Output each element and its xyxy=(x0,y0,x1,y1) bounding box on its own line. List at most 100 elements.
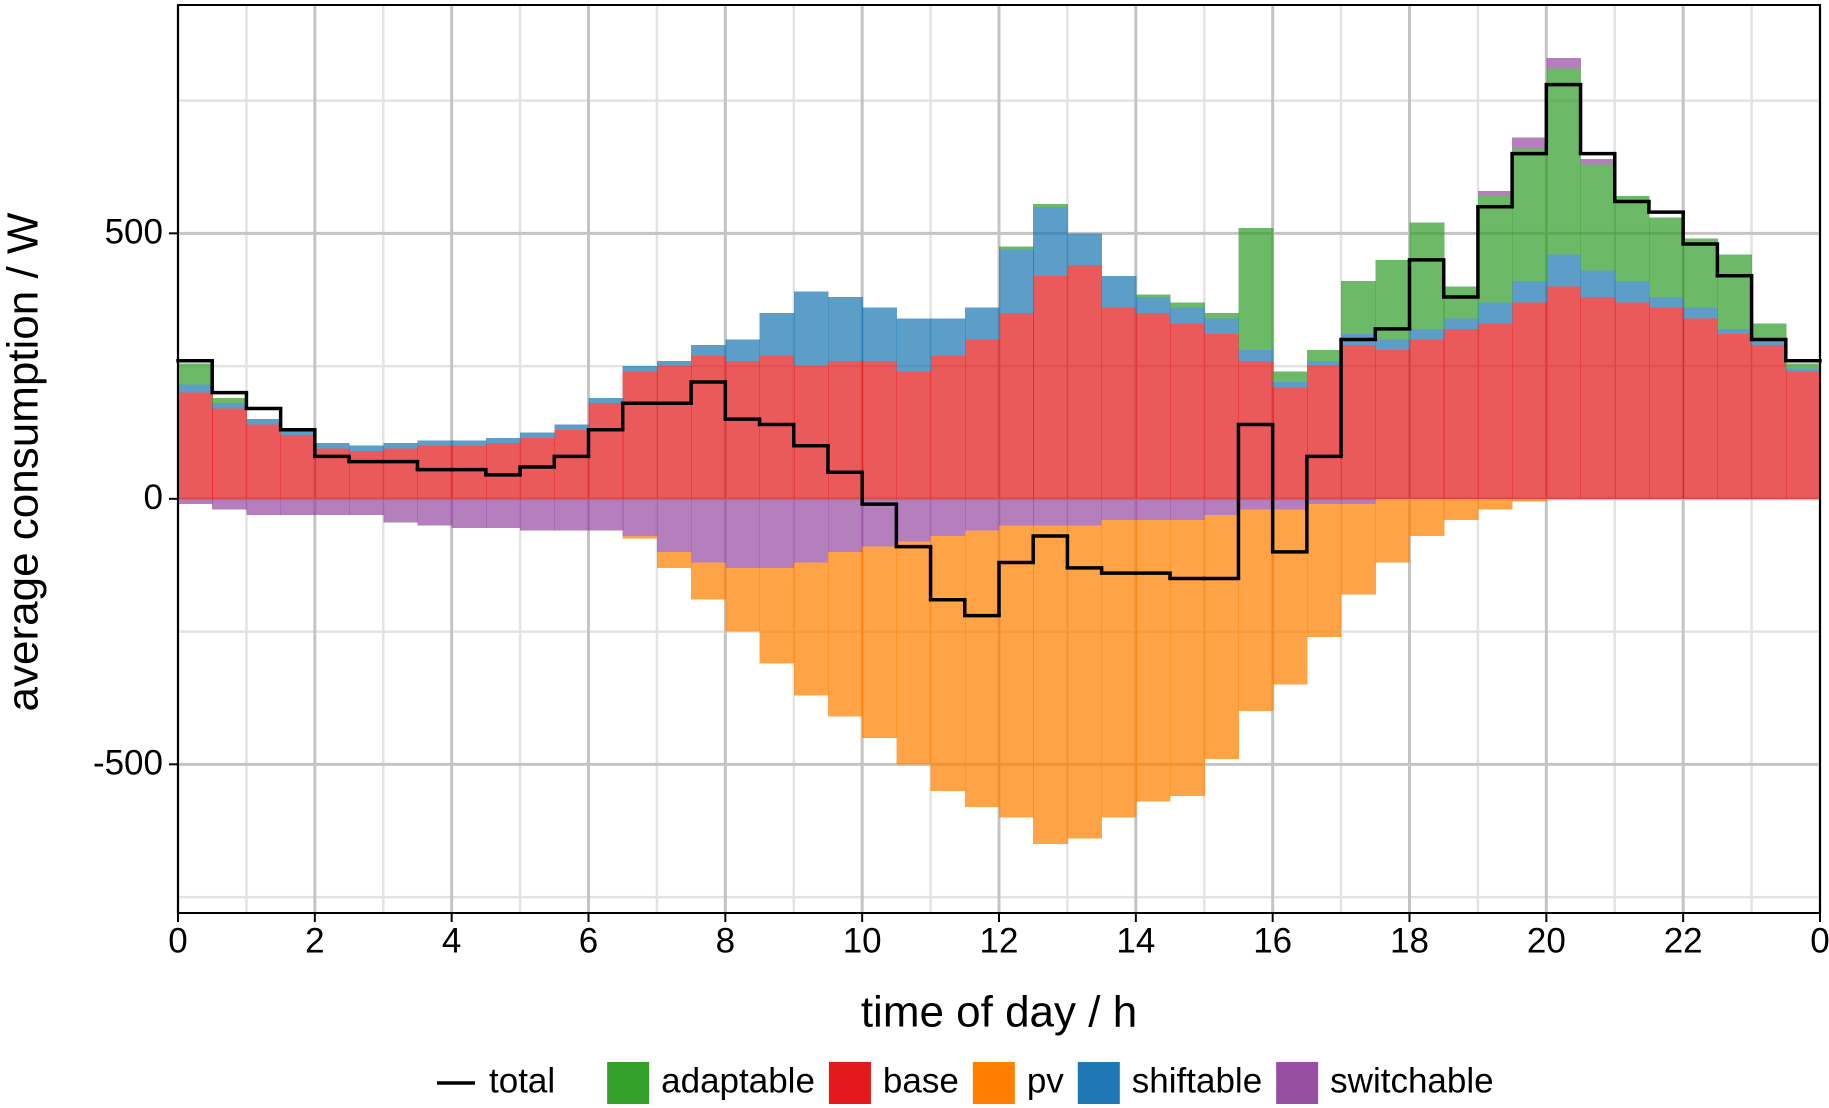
area-step xyxy=(485,498,521,529)
area-step xyxy=(1409,339,1445,499)
area-step xyxy=(1033,275,1069,499)
area-step xyxy=(349,451,384,499)
area-step xyxy=(1341,344,1376,499)
area-step xyxy=(622,371,658,499)
area-step xyxy=(1238,509,1274,712)
area-step xyxy=(759,312,795,356)
area-step xyxy=(1546,68,1582,255)
area-step xyxy=(1170,307,1205,324)
area-step xyxy=(1785,368,1821,372)
area-step xyxy=(1375,498,1411,563)
area-step xyxy=(212,408,248,499)
legend-label: switchable xyxy=(1330,1061,1493,1100)
area-step xyxy=(1546,58,1582,69)
x-axis-title: time of day / h xyxy=(861,988,1137,1037)
data-layer xyxy=(176,58,1822,844)
area-step xyxy=(1477,190,1513,197)
area-step xyxy=(759,355,795,499)
area-step xyxy=(1067,233,1103,266)
area-step xyxy=(691,344,726,356)
area-step xyxy=(930,318,966,356)
area-step xyxy=(691,562,726,600)
area-step xyxy=(1546,286,1582,499)
area-step xyxy=(1204,334,1240,499)
area-step xyxy=(793,366,829,499)
area-step xyxy=(1306,366,1342,499)
x-tick-label: 4 xyxy=(442,921,461,960)
legend-swatch xyxy=(1077,1062,1120,1104)
area-step xyxy=(1580,164,1616,271)
x-tick-label: 16 xyxy=(1253,921,1292,960)
legend: total adaptable base pv shiftable switchable xyxy=(437,1061,1494,1104)
area-step xyxy=(1717,254,1753,329)
area-step xyxy=(725,498,761,568)
area-step xyxy=(1683,238,1718,308)
area-step xyxy=(1101,307,1137,499)
area-step xyxy=(862,546,897,738)
area-step xyxy=(1648,217,1684,298)
area-step xyxy=(1272,382,1308,388)
legend-swatch xyxy=(607,1062,650,1104)
area-step xyxy=(896,498,932,542)
area-step xyxy=(930,498,966,536)
area-step xyxy=(1306,360,1342,367)
area-step xyxy=(1306,350,1342,361)
axes: 0 2 4 6 8 10 12 14 16 18 20 22 0 -500 0 500 xyxy=(93,4,1829,960)
x-tick-label: 12 xyxy=(980,921,1019,960)
area-step xyxy=(280,498,316,515)
area-step xyxy=(1409,328,1445,340)
area-step xyxy=(622,366,658,372)
area-step xyxy=(1204,318,1240,335)
area-step xyxy=(1512,137,1547,149)
area-step xyxy=(896,318,932,372)
area-step xyxy=(896,371,932,499)
area-step xyxy=(1785,363,1821,369)
area-step xyxy=(1717,334,1753,499)
area-step xyxy=(1614,302,1650,499)
x-tick-label: 0 xyxy=(1810,921,1829,960)
area-step xyxy=(1272,387,1308,499)
area-step xyxy=(1204,498,1240,515)
area-step xyxy=(1512,498,1547,502)
area-step xyxy=(1067,498,1103,526)
area-step xyxy=(1580,270,1616,298)
area-step xyxy=(349,445,384,452)
area-step xyxy=(588,403,624,499)
area-step xyxy=(1238,498,1274,510)
area-step xyxy=(1477,302,1513,324)
area-step xyxy=(1170,498,1205,521)
area-step xyxy=(1443,498,1479,521)
area-step xyxy=(964,307,1000,340)
area-step xyxy=(1135,294,1171,298)
area-step xyxy=(383,448,419,499)
area-step xyxy=(1683,307,1718,319)
area-step xyxy=(246,498,282,515)
area-step xyxy=(349,498,384,515)
area-step xyxy=(1477,323,1513,499)
area-step xyxy=(178,363,213,385)
area-step xyxy=(691,355,726,499)
x-tick-label: 6 xyxy=(579,921,598,960)
area-step xyxy=(1033,204,1069,207)
area-step xyxy=(1375,350,1411,499)
area-step xyxy=(930,355,966,499)
area-step xyxy=(1477,196,1513,303)
area-step xyxy=(999,249,1034,313)
area-step xyxy=(1067,265,1103,499)
area-step xyxy=(862,307,897,361)
area-step xyxy=(520,498,555,531)
y-tick-label: 500 xyxy=(105,213,163,252)
y-tick-label: -500 xyxy=(93,744,163,783)
area-step xyxy=(554,429,590,499)
area-step xyxy=(212,397,248,404)
legend-swatch xyxy=(972,1062,1015,1104)
area-step xyxy=(417,445,453,499)
area-step xyxy=(793,498,829,563)
area-step xyxy=(1546,254,1582,287)
area-step xyxy=(451,440,487,446)
area-step xyxy=(485,437,521,444)
area-step xyxy=(1443,286,1479,319)
legend-swatch xyxy=(1276,1062,1319,1104)
x-tick-label: 10 xyxy=(843,921,882,960)
area-step xyxy=(1683,318,1718,499)
